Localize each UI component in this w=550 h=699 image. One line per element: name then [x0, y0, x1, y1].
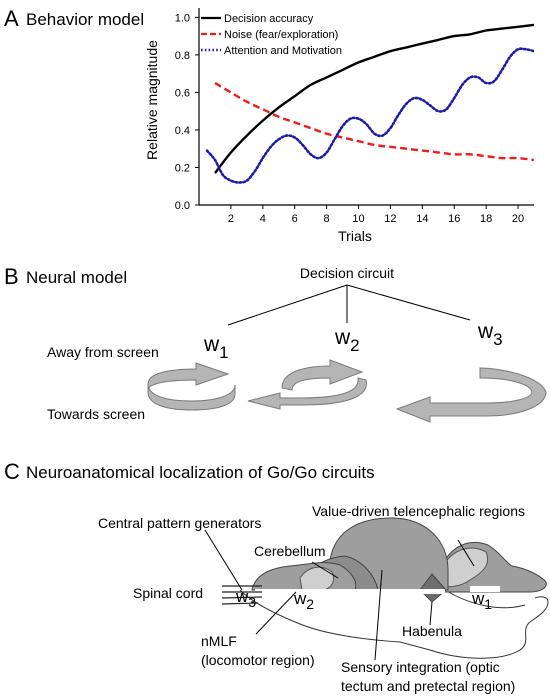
legend: Decision accuracy Noise (fear/exploratio…: [201, 13, 342, 57]
rotation-arrows: [147, 359, 547, 423]
x-tick-label: 18: [480, 213, 492, 225]
habenula-region: [419, 573, 447, 603]
weight-w2: w2: [334, 326, 360, 355]
series-group: [205, 23, 534, 184]
panel-a-title: Behavior model: [26, 10, 144, 29]
label-locomotor-region: (locomotor region): [201, 652, 315, 668]
y-tick-label: 0.4: [175, 125, 190, 137]
spinal-cord-line-4: [221, 602, 259, 605]
legend-noise: Noise (fear/exploration): [224, 29, 338, 41]
brain-inner-outline: [444, 589, 526, 609]
fish-brain: [221, 517, 549, 659]
panel-b-letter: B: [4, 264, 19, 289]
line-to-w1: [227, 284, 348, 326]
weight-w3: w3: [477, 320, 503, 349]
weight-w1: w1: [203, 333, 229, 362]
arrow-away: [147, 362, 236, 411]
label-nmlf: nMLF: [201, 633, 237, 649]
x-tick-label: 20: [512, 213, 524, 225]
x-ticks: 2 4 6 8 10 12 14 16 18 20: [228, 205, 524, 225]
x-tick-label: 6: [292, 213, 298, 225]
x-axis-label: Trials: [338, 228, 372, 244]
anatomy-weight-w1: w1: [471, 589, 492, 612]
chart: 0.0 0.2 0.4 0.6 0.8 1.0 2 4 6 8 10 12 14 16 18 20 Rela…: [144, 8, 534, 244]
leader-habenula: [429, 601, 433, 626]
ventral-band-front: [470, 586, 500, 592]
legend-accuracy: Decision accuracy: [224, 13, 314, 25]
x-tick-label: 10: [352, 213, 364, 225]
towards-screen-label: Towards screen: [47, 406, 145, 422]
x-tick-label: 2: [228, 213, 234, 225]
y-tick-label: 1.0: [175, 12, 190, 24]
series-decision-accuracy: [214, 23, 534, 174]
y-tick-label: 0.2: [175, 162, 190, 174]
x-tick-label: 12: [384, 213, 396, 225]
label-sensory-line1: Sensory integration (optic: [341, 659, 500, 675]
y-tick-label: 0.0: [175, 200, 190, 212]
line-to-w3: [346, 284, 471, 321]
label-central-pattern-generators: Central pattern generators: [98, 515, 261, 531]
arrow-towards: [395, 367, 547, 423]
panel-c: C Neuroanatomical localization of Go/Go …: [4, 459, 549, 694]
y-ticks: 0.0 0.2 0.4 0.6 0.8 1.0: [175, 12, 199, 212]
x-tick-label: 4: [260, 213, 266, 225]
y-axis-label: Relative magnitude: [144, 40, 160, 160]
leader-cpg: [204, 529, 243, 591]
leader-lines: [204, 529, 475, 661]
label-sensory-line2: tectum and pretectal region): [341, 678, 515, 694]
label-value-driven: Value-driven telencephalic regions: [312, 503, 525, 519]
x-tick-label: 8: [324, 213, 330, 225]
y-tick-label: 0.8: [175, 50, 190, 62]
panel-c-letter: C: [4, 459, 20, 484]
anatomy-weight-w3: w3: [235, 587, 256, 610]
leader-sensory: [374, 569, 383, 661]
ventral-band: [255, 589, 445, 594]
panel-a-letter: A: [4, 6, 19, 31]
x-tick-label: 14: [416, 213, 428, 225]
decision-lines: [227, 284, 471, 326]
panel-b: B Neural model Decision circuit w1 w2 w3…: [4, 264, 547, 423]
leader-value-driven: [457, 539, 475, 567]
decision-circuit-label: Decision circuit: [300, 265, 394, 281]
label-spinal-cord: Spinal cord: [133, 585, 203, 601]
legend-attention: Attention and Motivation: [224, 45, 342, 57]
leader-cerebellum: [311, 561, 339, 579]
panel-c-title: Neuroanatomical localization of Go/Go ci…: [26, 463, 375, 482]
series-noise: [214, 81, 534, 162]
y-tick-label: 0.6: [175, 87, 190, 99]
label-cerebellum: Cerebellum: [254, 543, 326, 559]
spinal-cord-line-3: [221, 596, 263, 599]
away-from-screen-label: Away from screen: [47, 344, 159, 360]
panel-a: A Behavior model 0.0 0.2 0.4 0.6 0.8 1.0 2 4 6 8…: [4, 6, 534, 244]
x-tick-label: 16: [448, 213, 460, 225]
panel-b-title: Neural model: [26, 268, 127, 287]
brain-ventral-outline: [239, 589, 549, 659]
leader-nmlf: [255, 591, 297, 635]
anatomy-weight-w2: w2: [293, 589, 314, 612]
arrow-both: [247, 359, 367, 410]
label-habenula: Habenula: [402, 623, 462, 639]
series-attention-motivation: [205, 47, 534, 184]
